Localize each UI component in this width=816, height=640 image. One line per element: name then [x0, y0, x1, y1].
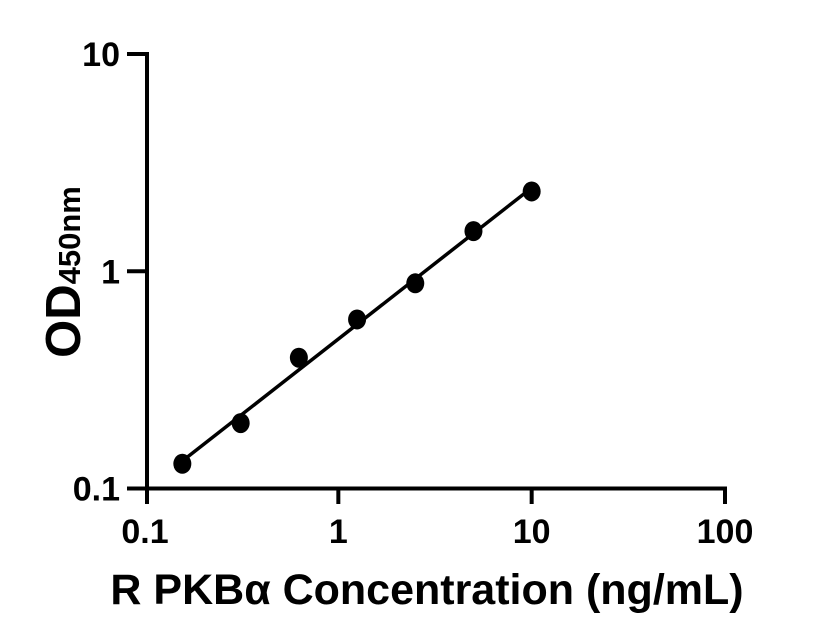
data-point [289, 347, 308, 368]
x-axis-title: R PKBα Concentration (ng/mL) [110, 566, 743, 614]
data-point [464, 221, 483, 242]
y-axis-title: OD450nm [37, 186, 91, 358]
data-point [231, 413, 250, 434]
y-axis-title-main: OD [37, 284, 91, 358]
y-axis-ticks [127, 269, 145, 491]
x-tick-label: 100 [697, 513, 754, 551]
y-tick-label: 0.1 [73, 471, 120, 509]
x-tick-label: 10 [513, 513, 551, 551]
x-axis-tick-labels: 0.1 1 10 100 [121, 513, 753, 551]
x-tick-label: 1 [329, 513, 348, 551]
axes [127, 52, 727, 504]
y-tick-label: 10 [82, 36, 120, 74]
data-points [173, 181, 541, 474]
y-axis-title-sub: 450nm [52, 186, 87, 284]
data-point [406, 273, 425, 294]
x-tick-label: 0.1 [121, 513, 168, 551]
data-point [173, 453, 192, 474]
y-tick-label: 1 [101, 253, 120, 291]
data-point [348, 309, 367, 330]
data-point [522, 181, 541, 202]
y-axis-line [127, 52, 149, 504]
plot-area [173, 181, 541, 474]
y-axis-tick-labels: 0.1 1 10 [73, 36, 120, 509]
x-axis-ticks [336, 488, 727, 504]
